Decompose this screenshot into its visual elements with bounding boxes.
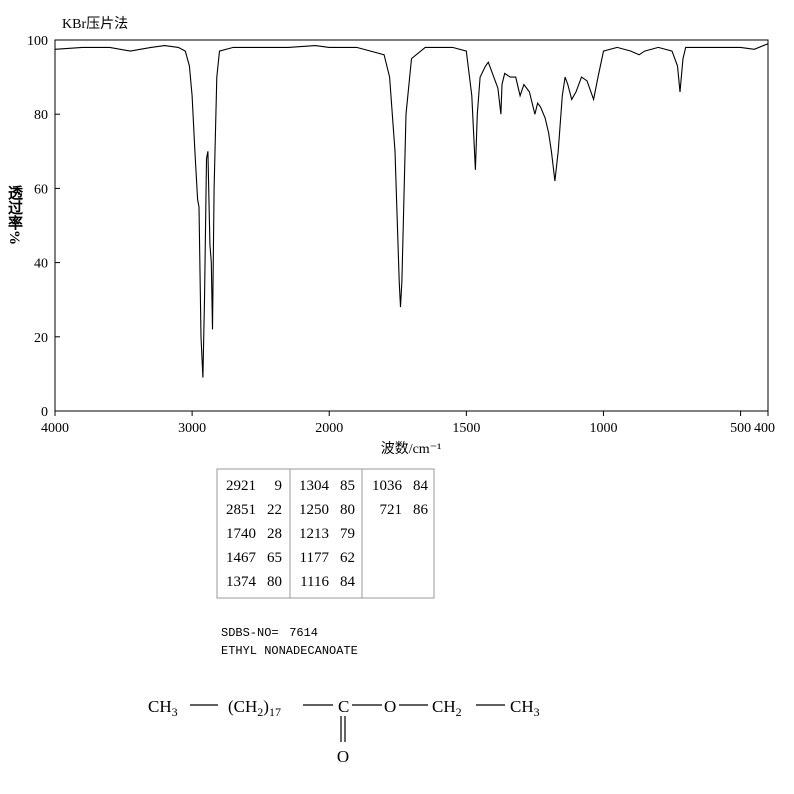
x-axis-label: 波数/cm⁻¹ xyxy=(381,441,442,457)
x-tick-label: 1000 xyxy=(589,421,617,436)
structure-group: O xyxy=(384,697,396,716)
y-tick-label: 60 xyxy=(34,182,48,197)
peak-transmittance: 22 xyxy=(267,502,282,518)
subscript: 3 xyxy=(172,705,178,719)
group-text: CH xyxy=(148,697,172,716)
peak-transmittance: 84 xyxy=(413,478,429,494)
group-text: C xyxy=(338,697,349,716)
chart-title: KBr压片法 xyxy=(62,16,128,32)
x-tick-label: 500 xyxy=(730,421,751,436)
peak-table-frame xyxy=(216,468,435,599)
peak-transmittance: 79 xyxy=(340,526,355,542)
y-tick-label: 40 xyxy=(34,257,48,272)
peak-wavenumber: 1374 xyxy=(226,574,257,590)
subscript: 3 xyxy=(534,705,540,719)
peak-transmittance: 84 xyxy=(340,574,356,590)
subscript: 2 xyxy=(456,705,462,719)
peak-transmittance: 80 xyxy=(340,502,355,518)
peak-transmittance: 62 xyxy=(340,550,355,566)
structure-group: CH2 xyxy=(432,697,462,719)
subscript: 17 xyxy=(269,705,281,719)
peak-wavenumber: 1177 xyxy=(300,550,330,566)
y-tick-label: 20 xyxy=(34,331,48,346)
peak-wavenumber: 721 xyxy=(380,502,403,518)
spectrum-line xyxy=(54,43,769,378)
structure-group: (CH2)17 xyxy=(228,697,281,719)
compound-name: ETHYL NONADECANOATE xyxy=(221,644,358,658)
group-text: O xyxy=(384,697,396,716)
peak-wavenumber: 1116 xyxy=(300,574,329,590)
x-tick-label: 400 xyxy=(754,421,775,436)
y-tick-label: 80 xyxy=(34,108,48,123)
peak-transmittance: 65 xyxy=(267,550,282,566)
peak-transmittance: 28 xyxy=(267,526,282,542)
x-tick-label: 4000 xyxy=(41,421,69,436)
peak-wavenumber: 2921 xyxy=(226,478,256,494)
structure-group: C xyxy=(338,697,349,716)
peak-wavenumber: 1250 xyxy=(299,502,329,518)
sdbs-label: SDBS-NO= xyxy=(221,626,279,640)
peak-wavenumber: 1304 xyxy=(299,478,330,494)
subscript: 2 xyxy=(257,705,263,719)
x-tick-label: 1500 xyxy=(452,421,480,436)
group-text: CH xyxy=(432,697,456,716)
peak-wavenumber: 2851 xyxy=(226,502,256,518)
group-text: ) xyxy=(263,697,269,716)
peak-transmittance: 86 xyxy=(413,502,429,518)
sdbs-number: 7614 xyxy=(289,626,318,640)
peak-wavenumber: 1213 xyxy=(299,526,329,542)
x-tick-label: 2000 xyxy=(315,421,343,436)
x-tick-label: 3000 xyxy=(178,421,206,436)
y-tick-label: 0 xyxy=(41,405,48,420)
peak-transmittance: 80 xyxy=(267,574,282,590)
y-tick-label: 100 xyxy=(27,34,48,49)
structure-group: CH3 xyxy=(148,697,178,719)
peak-wavenumber: 1467 xyxy=(226,550,257,566)
bonds xyxy=(190,704,505,742)
plot-frame xyxy=(54,39,769,412)
carbonyl-oxygen: O xyxy=(337,747,349,766)
group-text: CH xyxy=(510,697,534,716)
peak-transmittance: 85 xyxy=(340,478,355,494)
group-text: (CH xyxy=(228,697,257,716)
structure-group: CH3 xyxy=(510,697,540,719)
peak-transmittance: 9 xyxy=(275,478,283,494)
peak-wavenumber: 1740 xyxy=(226,526,256,542)
peak-wavenumber: 1036 xyxy=(372,478,403,494)
y-axis-label: 透过率% xyxy=(6,185,23,245)
